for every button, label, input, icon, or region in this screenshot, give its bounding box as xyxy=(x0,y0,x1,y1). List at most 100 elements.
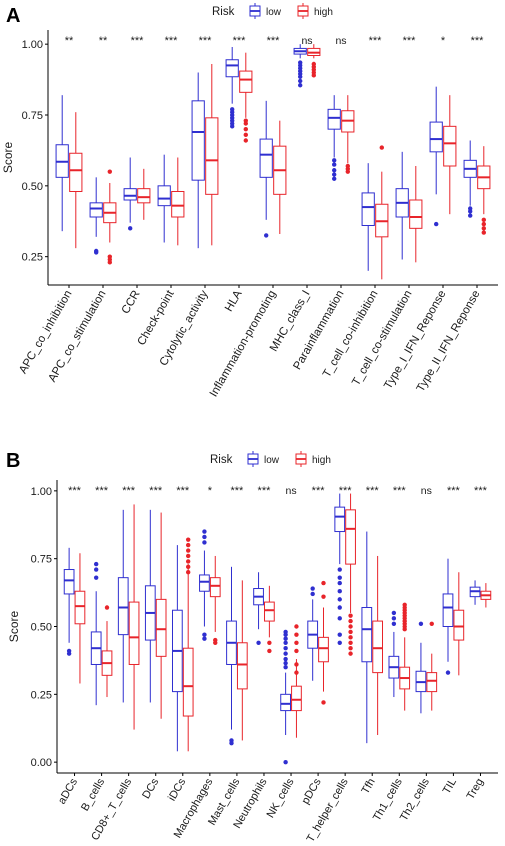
outlier-point xyxy=(348,618,353,624)
box-high xyxy=(264,585,275,654)
outlier-point xyxy=(93,575,99,580)
outlier-point xyxy=(348,613,353,618)
box-high xyxy=(182,537,194,752)
outlier-point xyxy=(202,636,207,641)
category-group: *** DCs xyxy=(140,485,167,801)
box-low xyxy=(307,586,319,681)
significance-label: *** xyxy=(312,485,326,497)
significance-label: ns xyxy=(301,35,312,47)
significance-label: *** xyxy=(366,485,380,497)
box-low xyxy=(89,177,103,255)
outlier-point xyxy=(283,640,288,645)
category-group: **APC_co_inhibition xyxy=(17,35,83,376)
outlier-point xyxy=(283,759,288,765)
outlier-point xyxy=(348,629,353,635)
legend-label-low: low xyxy=(264,455,280,466)
outlier-point xyxy=(418,621,424,626)
significance-label: ** xyxy=(65,35,74,47)
box-low xyxy=(361,163,375,271)
outlier-point xyxy=(185,542,191,548)
box-high xyxy=(137,168,151,220)
outlier-point xyxy=(107,169,113,174)
y-tick-label: 0.50 xyxy=(31,622,52,634)
outlier-point xyxy=(481,221,486,227)
significance-label: *** xyxy=(267,35,281,47)
box-body xyxy=(442,593,454,628)
outlier-point xyxy=(243,132,248,138)
outlier-point xyxy=(481,230,486,235)
box-low xyxy=(225,47,239,129)
outlier-point xyxy=(230,124,235,129)
outlier-point xyxy=(337,605,342,610)
category-group: **APC_co_stimulation xyxy=(46,35,117,384)
legend-title: Risk xyxy=(210,454,233,466)
box-body xyxy=(361,607,373,663)
outlier-point xyxy=(185,559,191,564)
box-high xyxy=(209,555,221,645)
outlier-point xyxy=(294,670,299,675)
outlier-point xyxy=(332,172,337,177)
box-body xyxy=(182,647,194,717)
outlier-point xyxy=(481,217,486,223)
x-tick-label: Type_II_IFN_Reponse xyxy=(415,289,483,395)
box-high xyxy=(409,166,423,263)
outlier-point xyxy=(345,169,350,174)
outlier-point xyxy=(337,597,342,602)
box-body xyxy=(63,569,75,595)
significance-label: *** xyxy=(258,485,272,497)
box-body xyxy=(205,117,219,195)
box-body xyxy=(259,138,273,178)
outlier-point xyxy=(321,580,326,586)
box-low xyxy=(442,558,454,675)
category-group: *** CCR xyxy=(120,35,151,316)
box-body xyxy=(327,108,341,130)
y-axis-label: Score xyxy=(7,611,21,643)
outlier-point xyxy=(202,632,207,637)
box-low xyxy=(259,100,273,238)
box-high xyxy=(69,112,83,249)
outlier-point xyxy=(332,162,337,167)
box-high xyxy=(128,504,140,730)
outlier-point xyxy=(185,537,191,542)
x-tick-label: Type_I_IFN_Reponse xyxy=(382,289,448,392)
category-group: *** iDCs xyxy=(166,485,194,803)
outlier-point xyxy=(321,594,326,599)
box-body xyxy=(89,202,103,218)
box-body xyxy=(117,577,129,636)
outlier-point xyxy=(310,586,315,591)
box-high xyxy=(443,95,457,215)
box-low xyxy=(361,531,373,744)
box-low xyxy=(55,95,69,232)
x-tick-label: TIL xyxy=(441,777,459,797)
box-high xyxy=(101,605,113,698)
box-low xyxy=(280,629,291,765)
significance-label: ns xyxy=(335,35,346,47)
legend-label-low: low xyxy=(266,7,282,18)
box-high xyxy=(74,553,86,684)
outlier-point xyxy=(298,83,303,88)
x-tick-label: aDCs xyxy=(56,776,80,806)
outlier-point xyxy=(107,260,113,265)
outlier-point xyxy=(337,632,342,637)
category-group: *** aDCs xyxy=(56,485,86,806)
significance-label: * xyxy=(208,485,213,497)
x-tick-label: T_cell_co-stimulation xyxy=(350,289,414,389)
box-body xyxy=(280,693,291,712)
legend-key-high xyxy=(295,451,307,467)
significance-label: ns xyxy=(421,485,432,497)
box-low xyxy=(226,566,237,746)
x-tick-label: pDCs xyxy=(300,776,324,806)
significance-label: *** xyxy=(95,485,109,497)
outlier-point xyxy=(429,621,434,626)
outlier-point xyxy=(391,616,397,621)
legend-key-high xyxy=(297,3,309,19)
box-high xyxy=(239,52,253,143)
box-low xyxy=(463,140,477,218)
significance-label: *** xyxy=(165,35,179,47)
box-body xyxy=(453,609,465,641)
box-body xyxy=(128,601,140,665)
box-body xyxy=(318,636,329,663)
y-tick-label: 0.75 xyxy=(22,110,43,122)
box-body xyxy=(345,509,356,565)
